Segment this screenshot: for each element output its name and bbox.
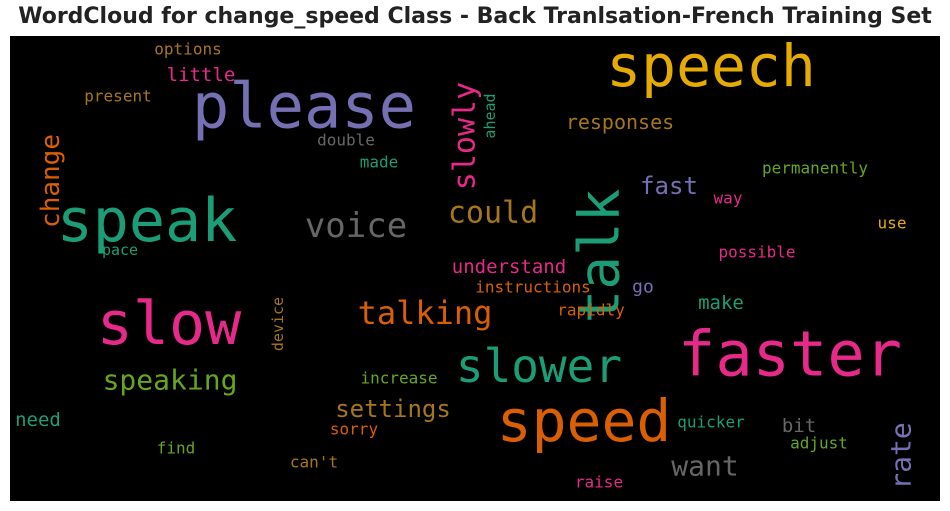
word-double: double (317, 131, 375, 150)
word-possible: possible (718, 243, 795, 262)
word-faster: faster (678, 318, 902, 391)
word-rapidly: rapidly (557, 301, 625, 320)
word-make: make (698, 292, 744, 314)
word-want: want (671, 450, 738, 483)
word-need: need (15, 409, 61, 431)
word-device: device (269, 297, 287, 351)
chart-title: WordCloud for change_speed Class - Back … (18, 4, 932, 29)
word-instructions: instructions (475, 278, 591, 297)
word-slowly: slowly (448, 82, 483, 190)
word-fast: fast (640, 172, 698, 200)
word-speaking: speaking (103, 364, 238, 397)
word-could: could (448, 196, 538, 231)
cloud-background (10, 36, 940, 501)
word-voice: voice (305, 206, 407, 246)
word-increase: increase (360, 369, 437, 388)
word-quicker: quicker (677, 413, 745, 432)
word-settings: settings (335, 395, 451, 423)
word-little: little (167, 64, 236, 86)
word-talk: talk (568, 189, 633, 324)
word-talking: talking (358, 294, 493, 332)
word-speed: speed (497, 387, 672, 455)
word-slow: slow (97, 289, 242, 359)
word-pace: pace (102, 241, 138, 259)
word-speak: speak (57, 186, 238, 256)
word-raise: raise (575, 473, 623, 492)
word-cloud: faster please speech speak slow speed talk slow… (10, 36, 940, 501)
word-go: go (632, 277, 654, 298)
word-options: options (154, 40, 221, 59)
word-group: faster please speech speak slow speed talk slow… (15, 36, 917, 492)
word-ahead: ahead (481, 93, 499, 138)
word-use: use (878, 214, 907, 233)
word-find: find (157, 439, 196, 458)
word-present: present (84, 87, 151, 106)
word-please: please (192, 70, 416, 143)
word-rate: rate (885, 422, 918, 489)
word-understand: understand (452, 256, 566, 278)
word-permanently: permanently (762, 159, 868, 178)
word-cant: can't (290, 453, 338, 472)
word-bit: bit (782, 415, 816, 437)
word-change: change (36, 134, 66, 228)
word-made: made (360, 153, 399, 172)
word-adjust: adjust (790, 434, 848, 453)
word-way: way (714, 189, 743, 208)
word-slower: slower (456, 339, 622, 393)
word-responses: responses (566, 110, 674, 134)
word-sorry: sorry (330, 420, 379, 439)
word-speech: speech (606, 36, 816, 100)
